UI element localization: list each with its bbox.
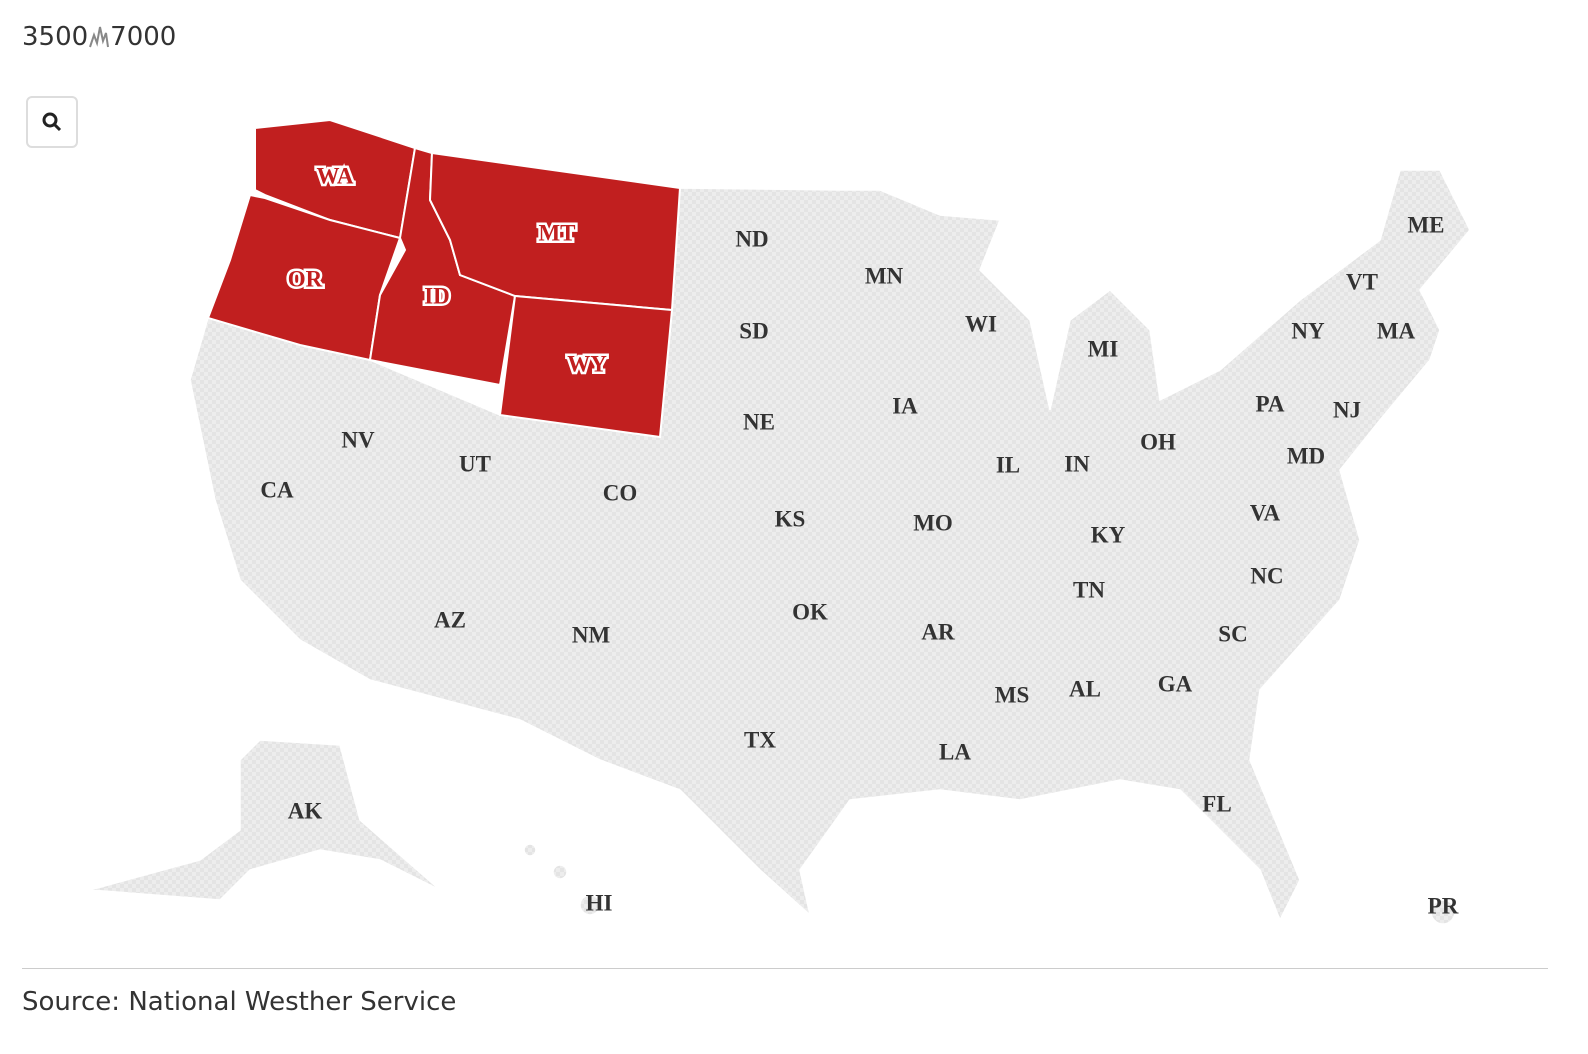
state-label: OK — [792, 599, 828, 624]
search-button[interactable] — [26, 96, 78, 148]
state-label: GA — [1158, 671, 1193, 696]
state-label: OH — [1140, 429, 1176, 454]
state-label: PR — [1428, 893, 1459, 918]
state-label: MS — [995, 682, 1030, 707]
state-label: PA — [1256, 391, 1285, 416]
state-label: AZ — [434, 607, 466, 632]
state-label: CO — [603, 480, 638, 505]
legend-min: 3500 — [22, 22, 89, 52]
state-label: ID — [424, 283, 450, 308]
state-label: TN — [1073, 577, 1105, 602]
state-label: NM — [572, 622, 611, 647]
state-label: MA — [1377, 318, 1416, 343]
state-label: CA — [260, 477, 294, 502]
state-label: NC — [1250, 563, 1283, 588]
base-land — [89, 169, 1471, 925]
puerto-rico — [1430, 899, 1456, 925]
state-label: MN — [865, 263, 904, 288]
state-label: NJ — [1333, 397, 1361, 422]
state-label: NV — [341, 427, 375, 452]
state-label: VT — [1346, 269, 1378, 294]
state-label: FL — [1202, 791, 1231, 816]
state-label: LA — [939, 739, 971, 764]
divider — [22, 968, 1548, 969]
state-label: AL — [1069, 676, 1101, 701]
state-label: MO — [913, 510, 953, 535]
state-mt — [428, 151, 682, 312]
map: WA OR ID MT WY ND SD NE KS OK TX NV CA UT CO AZ NM MN IA MO… — [89, 118, 1471, 925]
state-label: NE — [743, 409, 775, 434]
state-label: IA — [892, 393, 918, 418]
state-label: TX — [744, 727, 776, 752]
search-icon — [42, 112, 62, 132]
state-label: SC — [1218, 621, 1247, 646]
source: Source: National Westher Service — [22, 987, 457, 1017]
highlighted-states — [206, 118, 682, 439]
state-label: NY — [1291, 318, 1325, 343]
state-label: WI — [965, 311, 997, 336]
legend-max: 7000 — [110, 22, 177, 52]
legend: 3500 7000 — [22, 22, 176, 52]
state-label: MI — [1088, 336, 1119, 361]
state-label: UT — [459, 451, 491, 476]
legend-icon — [89, 26, 110, 48]
hawaii — [579, 894, 601, 916]
state-label: VA — [1250, 500, 1281, 525]
state-label: ND — [735, 226, 768, 251]
state-label: WA — [316, 163, 353, 188]
state-label: SD — [739, 318, 768, 343]
state-label: ME — [1407, 212, 1444, 237]
state-label: MT — [538, 220, 575, 245]
state-label: HI — [586, 890, 613, 915]
state-label: IN — [1064, 451, 1090, 476]
alaska — [89, 739, 441, 901]
state-label: IL — [996, 452, 1020, 477]
lower-48 — [189, 169, 1471, 922]
state-label: WY — [567, 351, 607, 376]
state-wy — [498, 294, 674, 439]
state-label: MD — [1287, 443, 1325, 468]
state-label: AK — [288, 798, 323, 823]
state-label: OR — [288, 266, 323, 291]
hawaii — [552, 864, 568, 880]
state-label: KY — [1091, 522, 1126, 547]
hawaii — [523, 843, 537, 857]
state-label: KS — [775, 506, 806, 531]
state-label: AR — [921, 619, 955, 644]
